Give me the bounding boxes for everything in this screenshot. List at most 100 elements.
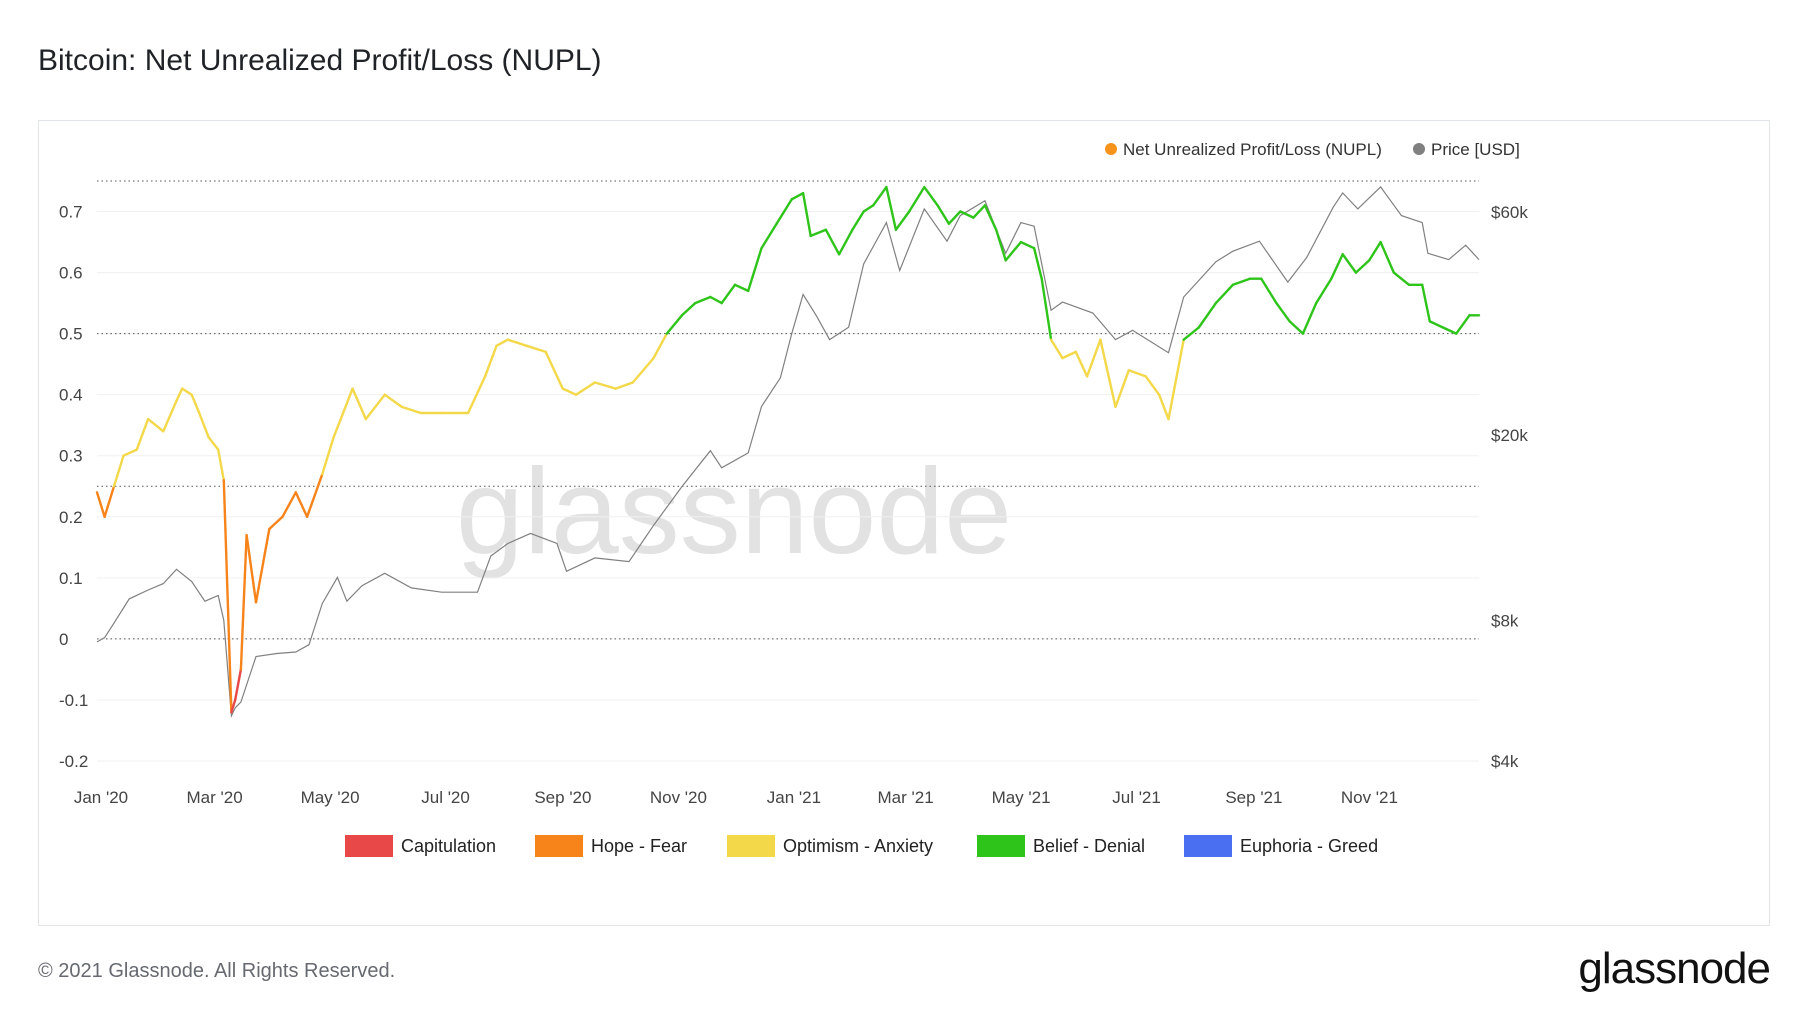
nupl-segment xyxy=(947,210,962,225)
glassnode-logo: glassnode xyxy=(1578,944,1771,993)
nupl-segment xyxy=(561,387,578,396)
nupl-segment xyxy=(1330,253,1344,280)
nupl-segment xyxy=(709,295,723,305)
y-left-tick-label: 0.4 xyxy=(59,386,83,405)
nupl-segment xyxy=(1260,277,1278,305)
legend-dot-icon xyxy=(1105,143,1117,155)
nupl-segment xyxy=(1231,277,1252,287)
nupl-segment xyxy=(268,515,284,531)
nupl-segment xyxy=(351,387,367,421)
x-tick-label: Sep '21 xyxy=(1225,788,1282,807)
left-axis: -0.2 -0.1 0 0.1 0.2 0.3 0.4 0.5 0.6 0.7 xyxy=(59,203,88,771)
nupl-segment xyxy=(95,491,106,518)
x-tick-label: Jul '21 xyxy=(1112,788,1161,807)
nupl-segment xyxy=(239,533,248,671)
y-left-tick-label: 0.1 xyxy=(59,569,83,588)
nupl-segment xyxy=(959,210,975,219)
nupl-segment xyxy=(1428,320,1445,329)
nupl-segment xyxy=(995,228,1007,262)
nupl-segment xyxy=(281,491,297,518)
nupl-segment xyxy=(525,344,547,354)
nupl-segment xyxy=(574,381,597,396)
nupl-segment xyxy=(1019,240,1036,250)
chart-title: Bitcoin: Net Unrealized Profit/Loss (NUP… xyxy=(38,44,602,77)
nupl-segment xyxy=(294,491,309,518)
legend-item[interactable]: Net Unrealized Profit/Loss (NUPL) xyxy=(1105,140,1382,159)
nupl-segment xyxy=(216,448,226,482)
nupl-segment xyxy=(680,301,697,317)
nupl-segment xyxy=(790,191,805,201)
nupl-segment xyxy=(1040,277,1053,341)
nupl-segment xyxy=(254,527,271,604)
y-right-tick-label: $20k xyxy=(1491,426,1528,445)
nupl-segment xyxy=(1354,259,1371,274)
nupl-segment xyxy=(222,479,233,714)
legend-top[interactable]: Net Unrealized Profit/Loss (NUPL) Price [… xyxy=(1105,140,1520,159)
nupl-segment xyxy=(1127,369,1148,378)
nupl-segment xyxy=(1288,320,1305,335)
zone-legend-item: Belief - Denial xyxy=(977,835,1145,857)
nupl-segment xyxy=(894,210,911,232)
x-tick-label: May '20 xyxy=(301,788,360,807)
nupl-segment xyxy=(197,411,210,439)
nupl-segment xyxy=(1275,301,1291,323)
nupl-segment xyxy=(122,448,139,457)
chart-panel: glassnode -0.2 -0.1 0 0.1 0.2 0.3 0.4 0.5 0.6 0.7… xyxy=(38,120,1770,926)
nupl-segment xyxy=(851,210,865,232)
y-left-tick-label: 0.2 xyxy=(59,508,83,527)
nupl-segment xyxy=(190,393,201,415)
nupl-segment xyxy=(983,204,998,232)
zone-lines xyxy=(97,180,1479,640)
nupl-segment xyxy=(1004,240,1023,262)
nupl-segment xyxy=(809,228,828,238)
nupl-segment xyxy=(801,191,812,238)
zone-legend-label: Capitulation xyxy=(401,836,496,856)
nupl-segment xyxy=(332,411,345,439)
y-left-tick-label: 0 xyxy=(59,630,68,649)
nupl-segment xyxy=(1114,369,1131,409)
nupl-segment xyxy=(383,393,403,409)
zone-legend-item: Euphoria - Greed xyxy=(1184,835,1378,857)
nupl-segment xyxy=(175,387,184,402)
nupl-segment xyxy=(1032,246,1043,280)
y-left-tick-label: -0.2 xyxy=(59,752,88,771)
x-tick-label: Jan '20 xyxy=(74,788,128,807)
nupl-segment xyxy=(652,332,668,360)
zone-legend-label: Euphoria - Greed xyxy=(1240,836,1378,856)
y-right-tick-label: $8k xyxy=(1491,612,1519,631)
price-line xyxy=(96,185,1480,719)
zone-legend-label: Optimism - Anxiety xyxy=(783,836,933,856)
legend-item[interactable]: Price [USD] xyxy=(1413,140,1520,159)
nupl-segment xyxy=(923,185,939,207)
y-left-tick-label: 0.5 xyxy=(59,325,83,344)
nupl-segment xyxy=(747,246,763,293)
nupl-segment xyxy=(1099,338,1117,409)
x-tick-label: Nov '20 xyxy=(650,788,707,807)
nupl-segment xyxy=(230,698,237,714)
copyright-text: © 2021 Glassnode. All Rights Reserved. xyxy=(38,960,396,982)
nupl-segment xyxy=(936,204,951,225)
nupl-segment xyxy=(972,204,987,219)
nupl-series xyxy=(95,185,1481,714)
nupl-segment xyxy=(506,338,528,348)
nupl-segment xyxy=(1314,277,1333,305)
nupl-segment xyxy=(162,399,178,433)
nupl-segment xyxy=(245,533,258,604)
zone-legend-item: Hope - Fear xyxy=(535,835,687,857)
nupl-segment xyxy=(665,314,684,335)
x-tick-label: Mar '21 xyxy=(878,788,934,807)
nupl-segment xyxy=(775,198,793,225)
nupl-chart: glassnode -0.2 -0.1 0 0.1 0.2 0.3 0.4 0.5 0.6 0.7… xyxy=(59,140,1528,857)
nupl-segment xyxy=(180,387,193,396)
nupl-segment xyxy=(1392,271,1411,287)
x-tick-label: Sep '20 xyxy=(534,788,591,807)
nupl-segment xyxy=(544,350,564,390)
nupl-segment xyxy=(1085,338,1102,378)
nupl-segment xyxy=(466,375,487,415)
nupl-segment xyxy=(341,387,354,415)
x-tick-label: Jan '21 xyxy=(767,788,821,807)
nupl-segment xyxy=(305,472,324,518)
nupl-segment xyxy=(1049,338,1064,360)
right-axis: $4k $8k $20k $60k xyxy=(1491,203,1528,771)
zone-swatch xyxy=(727,835,775,857)
